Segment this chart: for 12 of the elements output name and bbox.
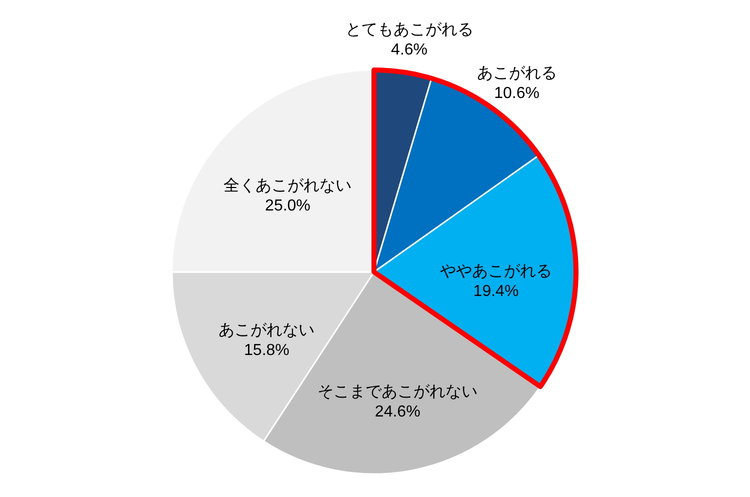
data-label: 19.4% xyxy=(473,283,519,300)
slice-label: あこがれる xyxy=(476,64,557,82)
slice-label: 全くあこがれない xyxy=(224,178,352,195)
slice-label: とてもあこがれる xyxy=(345,22,474,39)
data-label: 4.6% xyxy=(391,42,428,59)
data-label: 15.8% xyxy=(244,342,290,360)
slice-label: あこがれない xyxy=(218,322,315,340)
data-label: 25.0% xyxy=(265,198,310,215)
slice-label: ややあこがれる xyxy=(440,263,552,280)
data-label: 24.6% xyxy=(374,404,420,421)
data-label: 10.6% xyxy=(494,84,540,102)
slice-label: そこまであこがれない xyxy=(318,384,478,401)
